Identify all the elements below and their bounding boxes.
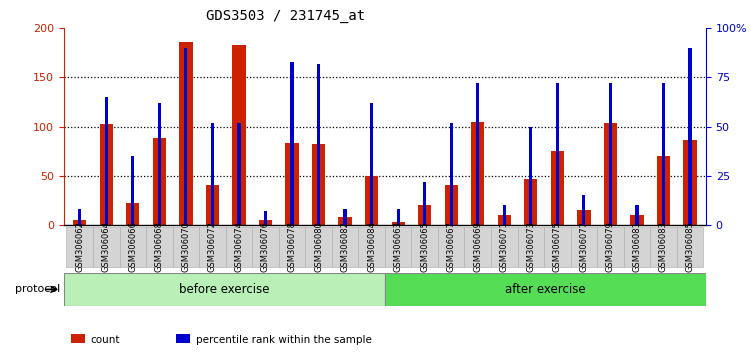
Bar [291,62,294,225]
Bar [370,103,373,225]
Bar [78,209,81,225]
FancyBboxPatch shape [385,273,706,306]
Bar [343,209,347,225]
Bar [131,156,134,225]
Bar [152,138,166,225]
Text: count: count [91,335,120,345]
Bar [259,220,272,225]
Bar [630,215,644,225]
Bar [657,156,670,225]
Bar [237,122,240,225]
Bar [498,215,511,225]
Text: GSM306073: GSM306073 [526,221,535,273]
Bar [582,195,586,225]
Bar [285,143,299,225]
Bar [179,42,192,225]
Text: after exercise: after exercise [505,283,586,296]
Text: GSM306067: GSM306067 [447,221,456,273]
Bar [450,122,453,225]
Bar [184,48,188,225]
Bar [529,126,532,225]
FancyBboxPatch shape [64,273,385,306]
Text: GSM306068: GSM306068 [155,221,164,273]
Text: GSM306062: GSM306062 [75,222,84,272]
Text: GSM306081: GSM306081 [632,222,641,272]
Text: GSM306063: GSM306063 [394,221,403,273]
Bar [662,83,665,225]
Bar [609,83,612,225]
Text: GSM306085: GSM306085 [686,222,695,272]
Text: GSM306069: GSM306069 [473,222,482,272]
Bar [158,103,161,225]
Bar [211,122,214,225]
Bar [104,97,108,225]
Bar [445,185,458,225]
Bar [550,151,564,225]
Text: GSM306075: GSM306075 [553,222,562,272]
Text: GSM306071: GSM306071 [499,222,508,272]
Bar [100,124,113,225]
Bar [365,176,379,225]
Bar [73,220,86,225]
Bar [604,122,617,225]
Text: protocol: protocol [15,284,60,295]
Text: GSM306080: GSM306080 [314,222,323,272]
Bar [683,140,697,225]
Text: GSM306072: GSM306072 [208,222,217,272]
Bar [339,217,351,225]
Bar [418,205,431,225]
Text: GSM306084: GSM306084 [367,222,376,272]
Bar [476,83,479,225]
Bar [689,48,692,225]
Text: GSM306064: GSM306064 [102,222,111,272]
Bar [423,182,427,225]
Bar [317,64,320,225]
Bar [264,211,267,225]
Text: GSM306077: GSM306077 [579,221,588,273]
Bar [524,179,538,225]
Bar [391,222,405,225]
Text: GSM306076: GSM306076 [261,221,270,273]
Text: GSM306065: GSM306065 [421,222,429,272]
Bar [232,45,246,225]
Text: GDS3503 / 231745_at: GDS3503 / 231745_at [206,9,365,23]
Text: GSM306078: GSM306078 [288,221,297,273]
Bar [206,185,219,225]
Bar [556,83,559,225]
Text: percentile rank within the sample: percentile rank within the sample [196,335,372,345]
Text: GSM306070: GSM306070 [182,222,191,272]
Text: before exercise: before exercise [179,283,270,296]
Text: GSM306074: GSM306074 [234,222,243,272]
Bar [578,210,590,225]
Text: GSM306079: GSM306079 [606,222,615,272]
Text: GSM306083: GSM306083 [659,221,668,273]
Bar [397,209,400,225]
Bar [502,205,506,225]
Bar [471,122,484,225]
Bar [312,144,325,225]
Bar [126,203,140,225]
Bar [635,205,638,225]
Text: GSM306066: GSM306066 [128,221,137,273]
Text: GSM306082: GSM306082 [341,222,349,272]
